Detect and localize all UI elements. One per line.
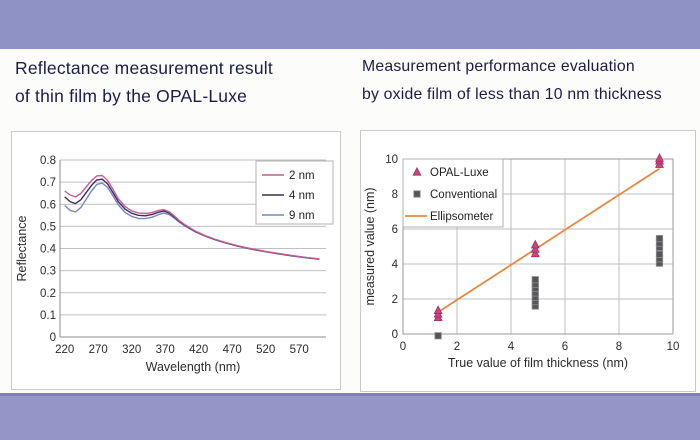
y-tick-label: 0.8 xyxy=(40,155,56,167)
x-tick-label: 420 xyxy=(189,344,208,356)
point-Conventional xyxy=(434,332,442,340)
reflectance-line-chart: 0 0.1 0.2 0.3 0.4 0.5 0.6 0.7 0.8 220 270 320 370 420… xyxy=(15,155,334,374)
legend-box xyxy=(255,160,334,225)
y-tick-label: 6 xyxy=(392,224,398,236)
y-tick-label: 0.2 xyxy=(40,288,56,300)
x-tick-label: 4 xyxy=(508,341,515,353)
y-tick-label: 4 xyxy=(392,259,399,271)
y-tick-label: 2 xyxy=(392,294,398,306)
y-tick-label: 0.6 xyxy=(40,199,56,211)
x-tick-label: 0 xyxy=(400,341,406,353)
x-tick-label: 8 xyxy=(616,341,622,353)
point-OPAL-Luxe xyxy=(433,305,443,314)
y-tick-label: 0.3 xyxy=(40,266,56,278)
x-axis-title: True value of film thickness (nm) xyxy=(448,356,628,370)
legend-label: 9 nm xyxy=(289,210,315,222)
x-tick-label: 2 xyxy=(454,341,460,353)
point-OPAL-Luxe xyxy=(530,244,540,253)
point-Conventional xyxy=(531,276,539,284)
x-tick-label: 270 xyxy=(89,344,108,356)
legend-label: Conventional xyxy=(430,189,497,201)
point-OPAL-Luxe xyxy=(530,239,540,249)
performance-scatter-chart: 0 2 4 6 8 10 0 2 4 6 8 10 measured value (nm) True va… xyxy=(363,153,680,370)
point-OPAL-Luxe xyxy=(530,248,540,258)
x-tick-label: 220 xyxy=(55,344,74,356)
legend-label: 4 nm xyxy=(289,190,315,202)
x-tick-label: 320 xyxy=(122,344,141,356)
right-chart-title-line1: Measurement performance evaluation xyxy=(362,58,635,75)
y-tick-label: 0 xyxy=(50,332,56,344)
point-Conventional xyxy=(413,190,421,198)
left-chart-title-line2: of thin film by the OPAL-Luxe xyxy=(15,86,248,106)
y-tick-label: 8 xyxy=(392,189,398,201)
performance-chart-panel: 0 2 4 6 8 10 0 2 4 6 8 10 measured value (nm) True va… xyxy=(360,130,696,392)
x-tick-label: 570 xyxy=(290,344,309,356)
y-tick-label: 0.7 xyxy=(40,177,56,189)
x-tick-label: 470 xyxy=(223,344,242,356)
x-axis-title: Wavelength (nm) xyxy=(146,360,241,374)
reflectance-chart-panel: 0 0.1 0.2 0.3 0.4 0.5 0.6 0.7 0.8 220 270 320 370 420… xyxy=(11,131,341,390)
series-line-Ellipsometer xyxy=(438,167,660,313)
legend-label: Ellipsometer xyxy=(430,211,493,223)
legend-label: OPAL-Luxe xyxy=(430,167,489,179)
point-Conventional xyxy=(655,235,664,243)
right-chart-title: Measurement performance evaluation by ox… xyxy=(362,53,662,109)
plot-border xyxy=(402,158,674,335)
left-chart-title-line1: Reflectance measurement result xyxy=(15,58,273,78)
point-OPAL-Luxe xyxy=(412,166,422,176)
y-axis-title: Reflectance xyxy=(15,215,29,281)
y-tick-label: 0.1 xyxy=(40,310,56,322)
point-Conventional xyxy=(655,250,664,258)
x-tick-label: 10 xyxy=(667,341,680,353)
bottom-banner xyxy=(0,393,700,440)
right-chart-title-line2: by oxide film of less than 10 nm thickne… xyxy=(362,86,662,103)
y-tick-label: 10 xyxy=(385,154,398,166)
left-chart-title: Reflectance measurement result of thin f… xyxy=(15,54,273,110)
x-tick-label: 6 xyxy=(562,341,568,353)
legend-label: 2 nm xyxy=(289,170,315,182)
x-tick-label: 370 xyxy=(156,344,175,356)
curve-2nm xyxy=(64,174,320,260)
x-tick-label: 520 xyxy=(256,344,275,356)
y-axis-title: measured value (nm) xyxy=(363,187,377,305)
y-tick-label: 0.5 xyxy=(40,221,56,233)
y-tick-label: 0 xyxy=(392,329,398,341)
point-OPAL-Luxe xyxy=(655,153,664,162)
y-tick-label: 0.4 xyxy=(40,244,57,256)
top-banner xyxy=(0,0,700,49)
